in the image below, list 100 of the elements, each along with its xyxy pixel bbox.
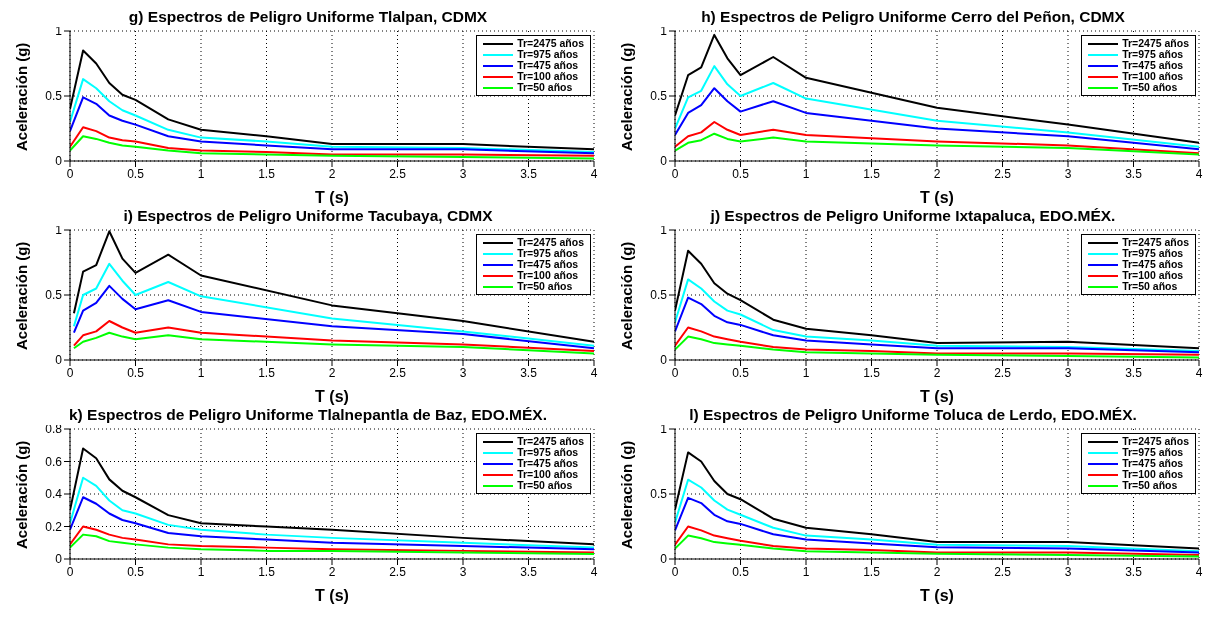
legend-label: Tr=975 años [1122, 247, 1184, 259]
line-series [675, 478, 1199, 553]
legend-label: Tr=2475 años [517, 37, 584, 49]
x-tick-label: 4 [1195, 564, 1203, 579]
x-tick-label: 3 [459, 564, 467, 579]
x-tick-label: 0 [671, 166, 679, 181]
legend-label: Tr=475 años [517, 457, 579, 469]
x-tick-label: 1 [197, 166, 205, 181]
x-axis-title: T (s) [315, 388, 349, 405]
line-series [675, 296, 1199, 354]
legend-label: Tr=50 años [517, 280, 573, 292]
legend-label: Tr=100 años [517, 269, 579, 281]
y-tick-label: 1 [55, 24, 63, 39]
legend-label: Tr=50 años [1122, 280, 1178, 292]
x-tick-label: 0.5 [732, 564, 750, 579]
x-tick-label: 0 [671, 564, 679, 579]
x-tick-label: 3.5 [1125, 166, 1143, 181]
x-tick-label: 2 [328, 166, 336, 181]
x-tick-label: 1.5 [863, 564, 881, 579]
x-tick-label: 0.5 [127, 365, 145, 380]
x-tick-label: 4 [590, 166, 598, 181]
legend-label: Tr=475 años [517, 59, 579, 71]
x-tick-label: 1 [802, 564, 810, 579]
x-axis-title: T (s) [315, 587, 349, 604]
y-tick-label: 1 [660, 24, 668, 39]
y-axis-title: Aceleración (g) [13, 440, 31, 549]
y-tick-label: 1 [660, 223, 668, 238]
legend-label: Tr=975 años [1122, 48, 1184, 60]
y-tick-label: 0.5 [45, 89, 63, 104]
x-tick-label: 1.5 [258, 365, 276, 380]
y-tick-label: 0 [660, 552, 668, 567]
x-tick-label: 0 [66, 564, 74, 579]
x-tick-label: 2.5 [994, 564, 1012, 579]
line-series [675, 496, 1199, 554]
x-tick-label: 2.5 [994, 365, 1012, 380]
x-tick-label: 1 [197, 365, 205, 380]
legend-label: Tr=2475 años [517, 435, 584, 447]
x-tick-label: 3.5 [520, 166, 538, 181]
legend-label: Tr=2475 años [1122, 37, 1189, 49]
x-tick-label: 3 [459, 166, 467, 181]
x-axis-title: T (s) [315, 189, 349, 206]
legend-label: Tr=100 años [517, 468, 579, 480]
line-series [70, 476, 594, 549]
x-tick-label: 4 [590, 365, 598, 380]
x-tick-label: 0 [66, 166, 74, 181]
chart-title: l) Espectros de Peligro Uniforme Toluca de Lerdo, EDO.MÉX. [689, 406, 1137, 423]
chart-title: h) Espectros de Peligro Uniforme Cerro del Peñon, CDMX [701, 8, 1125, 25]
x-tick-label: 0.5 [127, 166, 145, 181]
legend-label: Tr=2475 años [517, 236, 584, 248]
x-tick-label: 4 [590, 564, 598, 579]
y-axis-title: Aceleración (g) [618, 440, 636, 549]
x-tick-label: 1.5 [863, 365, 881, 380]
x-tick-label: 3 [1064, 365, 1072, 380]
y-tick-label: 0.2 [45, 519, 63, 534]
x-tick-label: 2 [328, 365, 336, 380]
legend-label: Tr=2475 años [1122, 236, 1189, 248]
legend-label: Tr=50 años [1122, 81, 1178, 93]
x-tick-label: 0.5 [732, 365, 750, 380]
x-tick-label: 3.5 [520, 564, 538, 579]
line-series [72, 262, 594, 347]
line-series [72, 331, 594, 355]
legend-label: Tr=475 años [1122, 258, 1184, 270]
legend-label: Tr=50 años [517, 479, 573, 491]
y-axis-title: Aceleración (g) [618, 241, 636, 350]
legend-label: Tr=100 años [517, 70, 579, 82]
x-tick-label: 2.5 [389, 564, 407, 579]
y-tick-label: 1 [660, 422, 668, 437]
x-tick-label: 1.5 [258, 166, 276, 181]
line-series [72, 284, 594, 350]
y-tick-label: 0.5 [650, 487, 668, 502]
y-tick-label: 0 [55, 353, 63, 368]
x-tick-label: 4 [1195, 166, 1203, 181]
x-tick-label: 3.5 [1125, 365, 1143, 380]
y-tick-label: 0.5 [45, 288, 63, 303]
x-axis-title: T (s) [920, 587, 954, 604]
chart-title: j) Espectros de Peligro Uniforme Ixtapaluca, EDO.MÉX. [710, 207, 1116, 224]
legend-label: Tr=100 años [1122, 269, 1184, 281]
x-tick-label: 2 [933, 564, 941, 579]
line-series [70, 96, 594, 155]
chart-title: k) Espectros de Peligro Uniforme Tlalnepantla de Baz, EDO.MÉX. [68, 406, 548, 423]
x-axis-title: T (s) [920, 388, 954, 405]
y-tick-label: 0.8 [45, 422, 63, 437]
x-axis-title: T (s) [920, 189, 954, 206]
y-axis-title: Aceleración (g) [13, 42, 31, 151]
x-tick-label: 1.5 [258, 564, 276, 579]
x-tick-label: 3.5 [1125, 564, 1143, 579]
legend-label: Tr=50 años [517, 81, 573, 93]
legend-label: Tr=475 años [1122, 457, 1184, 469]
y-tick-label: 0.4 [45, 487, 63, 502]
y-axis-title: Aceleración (g) [618, 42, 636, 151]
x-tick-label: 1 [802, 166, 810, 181]
line-series [70, 496, 594, 551]
x-tick-label: 1 [197, 564, 205, 579]
x-tick-label: 2.5 [389, 365, 407, 380]
y-tick-label: 0.6 [45, 454, 63, 469]
x-tick-label: 1 [802, 365, 810, 380]
x-tick-label: 3 [1064, 564, 1072, 579]
line-series [675, 278, 1199, 352]
line-series [675, 132, 1199, 156]
x-tick-label: 2 [933, 365, 941, 380]
